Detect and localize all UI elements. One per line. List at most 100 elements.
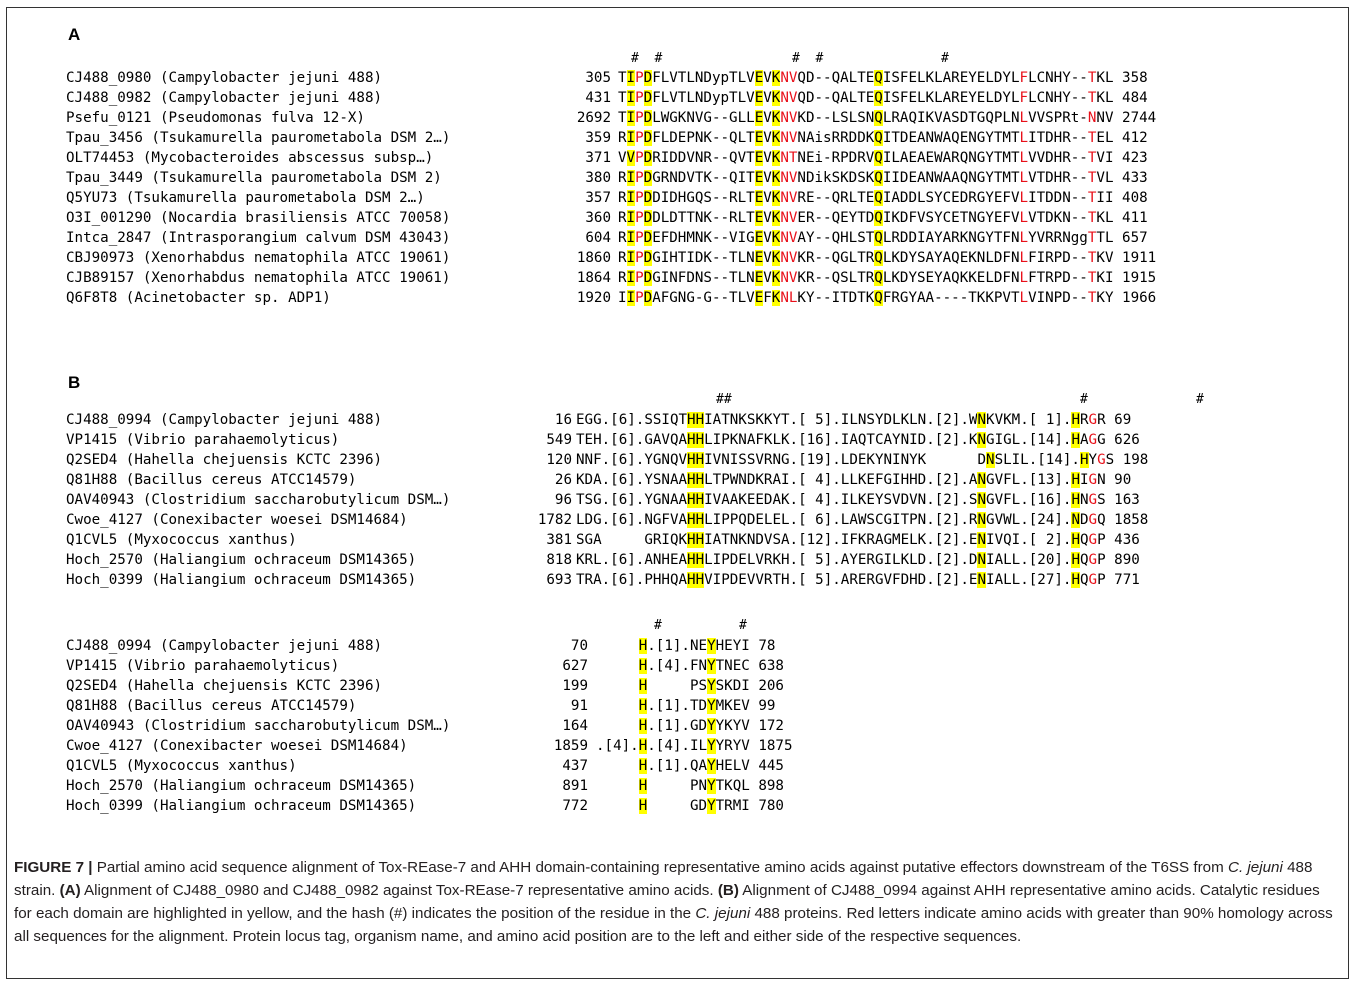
start-position: 818	[546, 552, 572, 568]
protein-name: Q2SED4 (Hahella chejuensis KCTC 2396)	[66, 452, 383, 468]
sequence-segment: YVRRNgg	[1028, 230, 1088, 246]
catalytic-residue: I	[626, 230, 636, 246]
sequence-segment: KDA.[6].YSNAA	[576, 472, 688, 488]
catalytic-residue: E	[754, 150, 764, 166]
sequence-segment: GD	[647, 798, 708, 814]
sequence-segment: ITDHR--	[1028, 130, 1088, 146]
catalytic-residue: HH	[687, 532, 705, 548]
end-position: 99	[749, 698, 776, 714]
caption-panel-ref: (A)	[59, 882, 81, 899]
sequence-segment: RIDDVNR--QVT	[652, 150, 755, 166]
catalytic-residue: D	[643, 90, 653, 106]
catalytic-residue: K	[771, 150, 781, 166]
caption-species: C. jejuni	[695, 905, 751, 922]
conserved-residue: P	[635, 270, 644, 286]
sequence-segment: R	[618, 230, 627, 246]
sequence: H PNYTKQL 898	[596, 776, 784, 796]
protein-name: Tpau_3456 (Tsukamurella paurometabola DS…	[66, 130, 451, 146]
sequence-segment: FLDEPNK--QLT	[652, 130, 755, 146]
start-position: 431	[585, 90, 611, 106]
conserved-residue: L	[1019, 170, 1029, 186]
start-position: 1859	[553, 738, 588, 754]
conserved-residue: T	[1087, 290, 1097, 306]
conserved-residue: G	[1088, 432, 1098, 448]
catalytic-residue: K	[771, 290, 781, 306]
protein-name: CJ488_0982 (Campylobacter jejuni 488)	[66, 90, 383, 106]
catalytic-residue: K	[771, 270, 781, 286]
sequence-segment: R	[618, 210, 627, 226]
catalytic-residue: Q	[874, 110, 883, 126]
end-position: 69	[1105, 412, 1132, 428]
catalytic-residue: E	[754, 210, 764, 226]
sequence-segment: PS	[647, 678, 708, 694]
sequence-segment: A	[1080, 432, 1089, 448]
conserved-residue: G	[1088, 512, 1098, 528]
catalytic-residue: K	[771, 190, 781, 206]
sequence-segment: R	[618, 190, 627, 206]
sequence-segment: GVFL.[16].	[986, 492, 1072, 508]
catalytic-residue: E	[754, 270, 764, 286]
sequence: RIPDGIHTIDK--TLNEVKNVKR--QGLTRQLKDYSAYAQ…	[618, 248, 1156, 268]
catalytic-residue: HH	[687, 472, 705, 488]
sequence-segment: SLIL.[14].	[994, 452, 1080, 468]
start-position: 371	[585, 150, 611, 166]
protein-name: Q1CVL5 (Myxococcus xanthus)	[66, 758, 297, 774]
start-position: 437	[562, 758, 588, 774]
sequence: LDG.[6].NGFVAHHLIPPQDELEL.[ 6].LAWSCGITP…	[576, 510, 1148, 530]
sequence-segment: V	[763, 190, 772, 206]
conserved-residue: L	[1019, 110, 1029, 126]
catalytic-residue: D	[643, 150, 653, 166]
sequence-segment: NV	[1096, 110, 1114, 126]
start-position: 91	[570, 698, 588, 714]
sequence-segment: EL	[1096, 130, 1114, 146]
sequence-segment: V	[763, 70, 772, 86]
sequence-segment: Q	[1080, 532, 1089, 548]
catalytic-residue: N	[986, 452, 995, 468]
sequence-segment: SKDI	[715, 678, 750, 694]
end-position: 90	[1105, 472, 1132, 488]
sequence-segment: Q	[1080, 552, 1089, 568]
panel-a-label: A	[68, 25, 81, 44]
end-position: 172	[749, 718, 784, 734]
sequence-segment: LCNHY--	[1028, 90, 1088, 106]
sequence-segment: KD--LSLSN	[797, 110, 875, 126]
protein-name: CJ488_0994 (Campylobacter jejuni 488)	[66, 412, 383, 428]
sequence-segment: PN	[647, 778, 708, 794]
conserved-residue: NV	[780, 230, 798, 246]
sequence-segment: LKDYSEYAQKKELDFN	[882, 270, 1020, 286]
catalytic-residue: Y	[707, 658, 716, 674]
sequence: KDA.[6].YSNAAHHLTPWNDKRAI.[ 4].LLKEFGIHH…	[576, 470, 1131, 490]
caption-figure-number: FIGURE 7 |	[14, 859, 93, 876]
catalytic-residue: E	[754, 130, 764, 146]
sequence-segment: VVDHR--	[1028, 150, 1088, 166]
catalytic-residue: K	[771, 90, 781, 106]
sequence-segment: EFDHMNK--VIG	[652, 230, 755, 246]
sequence-segment: VIPDEVVRTH.[ 5].ARERGVFDHD.[2].E	[704, 572, 978, 588]
protein-name: VP1415 (Vibrio parahaemolyticus)	[66, 432, 340, 448]
catalytic-residue: E	[754, 90, 764, 106]
protein-name: Q81H88 (Bacillus cereus ATCC14579)	[66, 472, 357, 488]
end-position: 408	[1113, 190, 1148, 206]
catalytic-residue: Q	[874, 270, 883, 286]
conserved-residue: NV	[780, 170, 798, 186]
catalytic-residue: I	[626, 290, 636, 306]
protein-name: Cwoe_4127 (Conexibacter woesei DSM14684)	[66, 512, 408, 528]
sequence-segment: T	[618, 90, 627, 106]
sequence-segment: ER--QEYTD	[797, 210, 875, 226]
catalytic-residue: H	[1071, 532, 1080, 548]
sequence-segment: DIDHGQS--RLT	[652, 190, 755, 206]
sequence-segment: R	[618, 130, 627, 146]
sequence-segment: NDikSKDSK	[797, 170, 875, 186]
catalytic-residue: Y	[707, 678, 716, 694]
conserved-residue: T	[1087, 90, 1097, 106]
end-position: 358	[1113, 70, 1148, 86]
sequence-segment: GRNDVTK--QIT	[652, 170, 755, 186]
sequence-segment: N	[1080, 492, 1089, 508]
start-position: 360	[585, 210, 611, 226]
conserved-residue: NT	[780, 150, 798, 166]
sequence-segment: V	[763, 110, 772, 126]
start-position: 604	[585, 230, 611, 246]
conserved-residue: P	[635, 150, 644, 166]
start-position: 16	[554, 412, 572, 428]
sequence-segment: Q	[1097, 512, 1106, 528]
